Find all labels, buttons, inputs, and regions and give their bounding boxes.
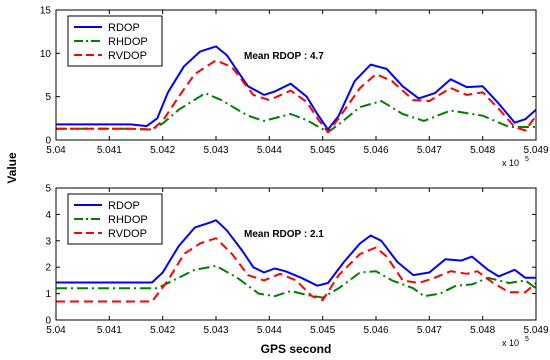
x-tick-label: 5.043 xyxy=(203,325,228,336)
x-tick-label: 5.049 xyxy=(523,325,548,336)
series-line-rdop xyxy=(56,45,537,131)
shared-y-axis-label: Value xyxy=(5,152,19,184)
legend-box xyxy=(67,15,163,67)
legend-label-rhdop: RHDOP xyxy=(108,36,148,48)
x-tick-label: 5.041 xyxy=(97,325,122,336)
x-tick-label: 5.04 xyxy=(46,145,66,156)
y-tick-label: 1 xyxy=(45,289,51,300)
x-multiplier-exponent: 5 xyxy=(525,156,529,163)
x-tick-label: 5.044 xyxy=(257,145,282,156)
y-tick-label: 3 xyxy=(45,236,51,247)
series-line-rhdop xyxy=(56,264,537,299)
x-tick-label: 5.046 xyxy=(363,145,388,156)
series-line-rhdop xyxy=(56,92,536,134)
legend-label-rdop: RDOP xyxy=(108,22,140,34)
axes-frame xyxy=(55,187,537,321)
x-tick-label: 5.042 xyxy=(150,325,175,336)
legend-box xyxy=(67,193,163,245)
x-tick-label: 5.044 xyxy=(257,325,282,336)
x-tick-label: 5.04 xyxy=(46,325,66,336)
x-multiplier: x 10 xyxy=(502,158,519,168)
y-tick-label: 5 xyxy=(45,92,51,103)
mean-rdop-annotation: Mean RDOP : 4.7 xyxy=(244,51,324,62)
x-multiplier-exponent: 5 xyxy=(525,336,529,343)
series-line-rvdop xyxy=(56,237,537,303)
x-tick-label: 5.045 xyxy=(310,145,335,156)
legend: RDOP RHDOP RVDOP xyxy=(67,193,163,245)
legend: RDOP RHDOP RVDOP xyxy=(67,15,163,67)
axes-frame xyxy=(55,9,537,141)
x-tick-label: 5.049 xyxy=(523,145,548,156)
legend-label-rvdop: RVDOP xyxy=(108,50,147,62)
x-tick-label: 5.047 xyxy=(417,325,442,336)
x-tick-label: 5.048 xyxy=(470,325,495,336)
y-tick-label: 2 xyxy=(45,263,51,274)
plot-top: 5.04 5.041 5.042 5.043 5.044 5.045 5.046 5.047 5… xyxy=(40,6,549,169)
y-tick-label: 0 xyxy=(45,136,51,147)
series-line-rdop xyxy=(56,219,536,287)
x-tick-label: 5.046 xyxy=(363,325,388,336)
x-multiplier: x 10 xyxy=(502,338,519,348)
y-tick-label: 4 xyxy=(45,210,51,221)
x-tick-label: 5.043 xyxy=(203,145,228,156)
y-tick-label: 10 xyxy=(40,49,52,60)
x-tick-label: 5.042 xyxy=(150,145,175,156)
x-tick-label: 5.047 xyxy=(417,145,442,156)
legend-label-rhdop: RHDOP xyxy=(108,214,148,226)
mean-rdop-annotation: Mean RDOP : 2.1 xyxy=(244,229,324,240)
x-axis-label: GPS second xyxy=(261,342,332,356)
plot-bottom: 5.04 5.041 5.042 5.043 5.044 5.045 5.046 5.047 5… xyxy=(45,184,549,357)
y-tick-label: 5 xyxy=(45,184,51,195)
x-tick-label: 5.048 xyxy=(470,145,495,156)
series-line-rvdop xyxy=(56,59,537,134)
x-tick-label: 5.045 xyxy=(310,325,335,336)
x-tick-label: 5.041 xyxy=(97,145,122,156)
y-tick-label: 0 xyxy=(45,316,51,327)
y-tick-label: 15 xyxy=(40,6,52,17)
legend-label-rdop: RDOP xyxy=(108,200,140,212)
legend-label-rvdop: RVDOP xyxy=(108,228,147,240)
